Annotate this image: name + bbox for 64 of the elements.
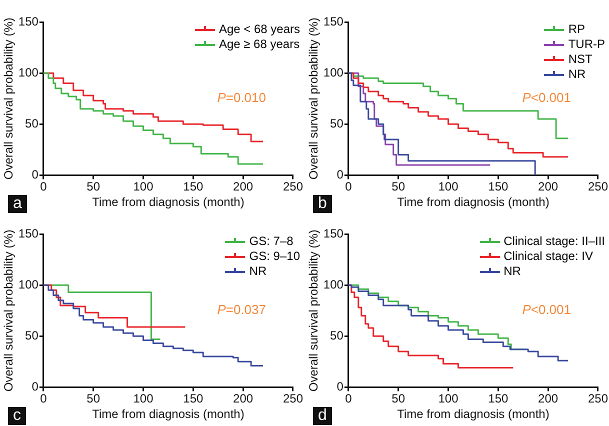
x-axis-title: Time from diagnosis (month) bbox=[397, 195, 550, 210]
x-tick-label: 250 bbox=[588, 392, 608, 406]
legend-label: TUR-P bbox=[568, 37, 605, 52]
annotation: P<0.001 bbox=[522, 302, 571, 317]
x-tick-label: 100 bbox=[133, 180, 154, 194]
y-tick-label: 150 bbox=[323, 226, 344, 240]
legend-label: Clinical stage: II–III bbox=[504, 234, 605, 249]
text: a bbox=[8, 195, 27, 213]
text: c bbox=[8, 407, 26, 425]
legend-label: NR bbox=[249, 264, 267, 279]
x-tick-label: 250 bbox=[282, 392, 304, 406]
x-tick-label: 100 bbox=[438, 180, 459, 194]
legend-label: NST bbox=[568, 52, 592, 67]
y-axis-title: Overall survival probability (%) bbox=[306, 230, 321, 392]
y-tick-label: 50 bbox=[330, 116, 344, 130]
y-tick-label: 150 bbox=[18, 226, 39, 240]
x-tick-label: 50 bbox=[86, 392, 100, 406]
legend-label: Age ≥ 68 years bbox=[218, 37, 300, 52]
x-tick-label: 150 bbox=[183, 392, 204, 406]
y-tick-label: 150 bbox=[323, 14, 344, 28]
y-tick-label: 150 bbox=[18, 14, 39, 28]
legend-label: RP bbox=[568, 22, 585, 37]
y-tick-label: 100 bbox=[18, 65, 39, 80]
x-tick-label: 100 bbox=[133, 392, 154, 406]
x-tick-label: 250 bbox=[282, 180, 304, 194]
y-tick-label: 0 bbox=[32, 168, 39, 182]
x-tick-label: 200 bbox=[538, 392, 558, 406]
x-tick-label: 50 bbox=[86, 180, 100, 194]
x-tick-label: 100 bbox=[438, 392, 459, 406]
legend-label: GS: 9–10 bbox=[249, 249, 300, 264]
annotation: P=0.037 bbox=[217, 302, 266, 317]
x-axis-title: Time from diagnosis (month) bbox=[92, 195, 244, 210]
y-axis-title: Overall survival probability (%) bbox=[2, 18, 16, 180]
text: b bbox=[313, 195, 332, 213]
y-tick-label: 100 bbox=[323, 277, 344, 292]
legend-label: NR bbox=[568, 67, 586, 82]
y-tick-label: 50 bbox=[330, 328, 344, 342]
x-tick-label: 200 bbox=[538, 180, 558, 194]
y-tick-label: 0 bbox=[336, 380, 344, 394]
x-axis-title: Time from diagnosis (month) bbox=[92, 407, 244, 422]
legend-label: Age < 68 years bbox=[218, 22, 300, 37]
legend-label: NR bbox=[504, 264, 521, 279]
annotation: P=0.010 bbox=[217, 90, 266, 105]
y-tick-label: 100 bbox=[323, 65, 344, 80]
y-tick-label: 50 bbox=[25, 328, 39, 342]
legend-label: Clinical stage: IV bbox=[504, 249, 593, 264]
legend-label: GS: 7–8 bbox=[249, 234, 294, 249]
y-tick-label: 0 bbox=[336, 168, 344, 182]
x-tick-label: 150 bbox=[183, 180, 204, 194]
y-tick-label: 100 bbox=[18, 277, 39, 292]
x-tick-label: 50 bbox=[392, 392, 406, 406]
y-axis-title: Overall survival probability (%) bbox=[306, 18, 321, 180]
annotation: P<0.001 bbox=[522, 90, 571, 105]
text: d bbox=[313, 407, 332, 425]
x-axis-title: Time from diagnosis (month) bbox=[397, 407, 550, 422]
y-tick-label: 0 bbox=[32, 380, 39, 394]
x-tick-label: 200 bbox=[233, 392, 254, 406]
y-axis-title: Overall survival probability (%) bbox=[2, 230, 16, 392]
x-tick-label: 50 bbox=[392, 180, 406, 194]
y-tick-label: 50 bbox=[25, 116, 39, 130]
x-tick-label: 150 bbox=[488, 180, 508, 194]
x-tick-label: 250 bbox=[588, 180, 608, 194]
x-tick-label: 200 bbox=[233, 180, 254, 194]
x-tick-label: 150 bbox=[488, 392, 508, 406]
